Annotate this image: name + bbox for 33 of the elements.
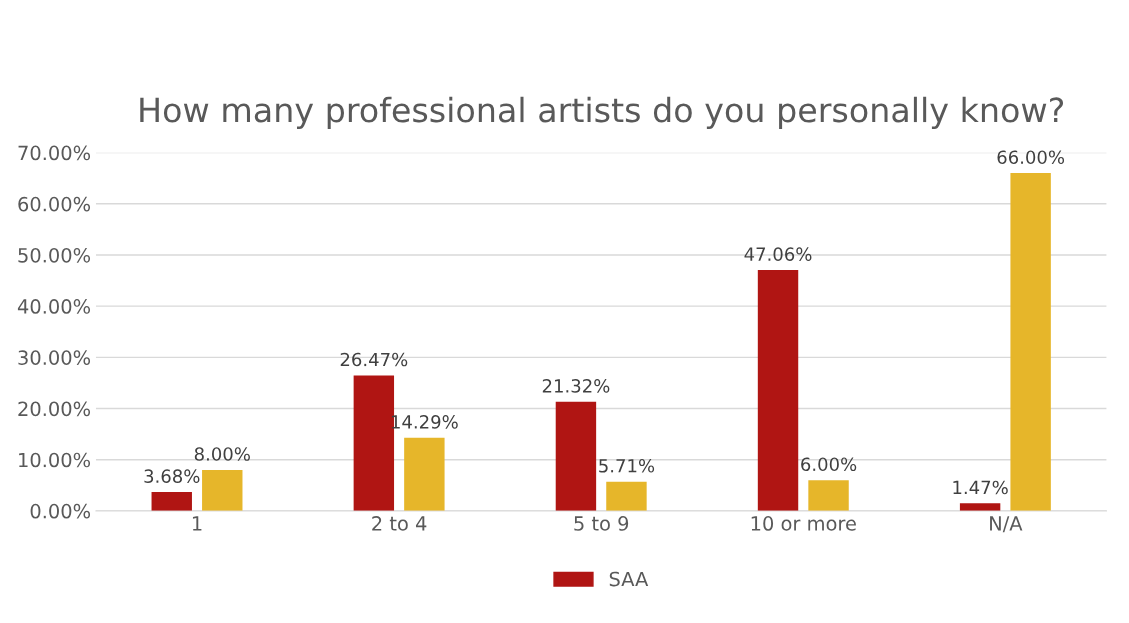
x-tick-label: 5 to 9: [574, 516, 629, 531]
data-label: 6.00%: [801, 457, 857, 472]
y-tick-label: 0.00%: [30, 503, 91, 519]
data-label: 5.71%: [599, 458, 655, 473]
x-tick-label: 1: [192, 516, 202, 531]
data-label: 26.47%: [340, 352, 408, 367]
bar: [202, 469, 243, 511]
bar: [151, 492, 192, 511]
y-tick-label: 60.00%: [18, 196, 91, 212]
legend-label: SAA: [609, 571, 649, 587]
data-label: 21.32%: [542, 379, 610, 393]
x-tick-label: 10 or more: [751, 516, 856, 531]
y-tick-label: 30.00%: [18, 350, 91, 365]
y-tick-label: 70.00%: [18, 145, 91, 161]
y-tick-label: 10.00%: [19, 452, 91, 468]
chart-title: How many professional artists do you personally know?: [140, 96, 1064, 130]
x-tick-label: N/A: [990, 516, 1023, 533]
x-tick-label: 2 to 4: [372, 516, 427, 531]
y-tick-label: 50.00%: [18, 247, 91, 263]
bar: [808, 480, 849, 511]
data-label: 66.00%: [997, 150, 1065, 165]
data-label: 3.68%: [144, 469, 200, 483]
data-label: 8.00%: [194, 447, 250, 461]
bar: [1010, 173, 1051, 511]
bar: [606, 481, 647, 511]
y-tick-label: 40.00%: [17, 299, 91, 314]
bar: [959, 503, 1001, 511]
y-tick-label: 20.00%: [18, 401, 91, 417]
bar: [404, 437, 445, 511]
bar: [555, 401, 597, 511]
bar: [757, 270, 799, 511]
data-label: 47.06%: [744, 247, 812, 261]
data-label: 1.47%: [953, 480, 1008, 495]
